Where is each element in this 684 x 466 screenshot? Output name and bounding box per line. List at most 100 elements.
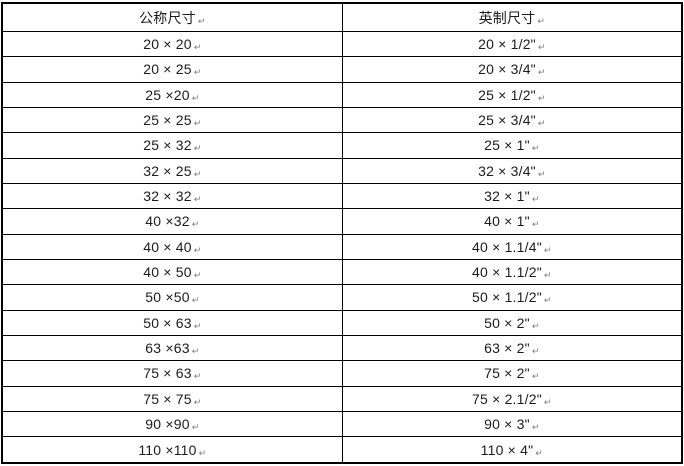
cell-text: 20 × 3/4" — [478, 61, 536, 78]
table-row: 50 ×50 ↵ 50 × 1.1/2" ↵ — [1, 284, 683, 311]
imperial-size-cell: 63 × 2" ↵ — [341, 334, 683, 362]
cell-text: 90 × 3" — [484, 416, 530, 433]
end-of-cell-mark-icon: ↵ — [537, 168, 546, 179]
cell-text: 50 × 1.1/2" — [472, 289, 542, 306]
table-row: 110 ×110 ↵ 110 × 4" ↵ — [1, 436, 683, 464]
cell-text: 63 ×63 — [145, 340, 190, 357]
table-row: 40 × 40 ↵ 40 × 1.1/4" ↵ — [1, 233, 683, 260]
cell-text: 25 × 1" — [484, 137, 530, 154]
end-of-cell-mark-icon: ↵ — [193, 168, 202, 179]
cell-text: 40 × 40 — [143, 238, 192, 255]
end-of-cell-mark-icon: ↵ — [543, 244, 552, 255]
header-cell-nominal-size: 公称尺寸 ↵ — [1, 2, 343, 32]
table-row: 25 × 25 ↵ 25 × 3/4" ↵ — [1, 106, 683, 134]
nominal-size-cell: 75 × 63 ↵ — [1, 360, 343, 387]
header-cell-imperial-size: 英制尺寸 ↵ — [341, 2, 683, 32]
end-of-cell-mark-icon: ↵ — [193, 270, 202, 281]
cell-text: 50 ×50 — [145, 289, 190, 306]
cell-text: 25 × 25 — [143, 112, 192, 129]
cell-text: 40 ×32 — [145, 213, 190, 230]
end-of-cell-mark-icon: ↵ — [531, 143, 540, 154]
cell-text: 110 ×110 — [138, 441, 197, 458]
imperial-size-cell: 40 × 1.1/4" ↵ — [341, 233, 683, 260]
table-row: 32 × 32 ↵ 32 × 1" ↵ — [1, 182, 683, 210]
table-row: 90 ×90 ↵ 90 × 3" ↵ — [1, 410, 683, 438]
end-of-cell-mark-icon: ↵ — [531, 320, 540, 331]
nominal-size-cell: 32 × 32 ↵ — [1, 182, 343, 210]
end-of-cell-mark-icon: ↵ — [537, 67, 546, 78]
end-of-cell-mark-icon: ↵ — [198, 447, 207, 458]
nominal-size-cell: 40 × 40 ↵ — [1, 233, 343, 260]
end-of-cell-mark-icon: ↵ — [193, 143, 202, 154]
cell-text: 25 × 32 — [143, 137, 192, 154]
imperial-size-cell: 32 × 3/4" ↵ — [341, 157, 683, 184]
cell-text: 50 × 2" — [484, 314, 530, 331]
end-of-cell-mark-icon: ↵ — [537, 118, 546, 129]
table-row: 40 × 50 ↵ 40 × 1.1/2" ↵ — [1, 258, 683, 286]
imperial-size-cell: 75 × 2.1/2" ↵ — [341, 385, 683, 412]
imperial-size-cell: 32 × 1" ↵ — [341, 182, 683, 210]
imperial-size-cell: 20 × 3/4" ↵ — [341, 56, 683, 83]
imperial-size-cell: 25 × 1" ↵ — [341, 132, 683, 159]
cell-text: 40 × 1.1/4" — [472, 238, 542, 255]
cell-text: 20 × 1/2" — [478, 36, 536, 53]
end-of-cell-mark-icon: ↵ — [531, 194, 540, 205]
nominal-size-cell: 90 ×90 ↵ — [1, 410, 343, 438]
end-of-cell-mark-icon: ↵ — [537, 15, 545, 26]
end-of-cell-mark-icon: ↵ — [191, 422, 200, 433]
cell-text: 63 × 2" — [484, 340, 530, 357]
end-of-cell-mark-icon: ↵ — [193, 118, 202, 129]
cell-text: 75 × 2.1/2" — [472, 390, 542, 407]
imperial-size-cell: 20 × 1/2" ↵ — [341, 30, 683, 58]
imperial-size-cell: 40 × 1" ↵ — [341, 208, 683, 235]
end-of-cell-mark-icon: ↵ — [191, 219, 200, 230]
cell-text: 32 × 3/4" — [478, 162, 536, 179]
end-of-cell-mark-icon: ↵ — [531, 422, 540, 433]
cell-text: 32 × 25 — [143, 162, 192, 179]
cell-text: 40 × 50 — [143, 264, 192, 281]
table-row: 75 × 75 ↵ 75 × 2.1/2" ↵ — [1, 385, 683, 412]
cell-text: 75 × 63 — [143, 365, 192, 382]
end-of-cell-mark-icon: ↵ — [193, 320, 202, 331]
nominal-size-cell: 50 ×50 ↵ — [1, 284, 343, 311]
imperial-size-cell: 25 × 3/4" ↵ — [341, 106, 683, 134]
header-row: 公称尺寸 ↵ 英制尺寸 ↵ — [1, 2, 683, 32]
table-row: 25 ×20 ↵ 25 × 1/2" ↵ — [1, 81, 683, 108]
cell-text: 40 × 1" — [484, 213, 530, 230]
header-label: 公称尺寸 — [139, 9, 196, 26]
end-of-cell-mark-icon: ↵ — [537, 42, 546, 53]
cell-text: 75 × 75 — [143, 390, 192, 407]
table-row: 20 × 25 ↵ 20 × 3/4" ↵ — [1, 56, 683, 83]
imperial-size-cell: 90 × 3" ↵ — [341, 410, 683, 438]
cell-text: 25 × 3/4" — [478, 112, 536, 129]
end-of-cell-mark-icon: ↵ — [531, 346, 540, 357]
imperial-size-cell: 40 × 1.1/2" ↵ — [341, 258, 683, 286]
end-of-cell-mark-icon: ↵ — [193, 67, 202, 78]
imperial-size-cell: 50 × 1.1/2" ↵ — [341, 284, 683, 311]
table-row: 32 × 25 ↵ 32 × 3/4" ↵ — [1, 157, 683, 184]
nominal-size-cell: 50 × 63 ↵ — [1, 309, 343, 336]
table-row: 75 × 63 ↵ 75 × 2" ↵ — [1, 360, 683, 387]
cell-text: 25 × 1/2" — [478, 86, 536, 103]
end-of-cell-mark-icon: ↵ — [197, 15, 206, 26]
cell-text: 75 × 2" — [484, 365, 530, 382]
table-row: 25 × 32 ↵ 25 × 1" ↵ — [1, 132, 683, 159]
end-of-cell-mark-icon: ↵ — [193, 244, 202, 255]
cell-text: 40 × 1.1/2" — [472, 264, 542, 281]
end-of-cell-mark-icon: ↵ — [531, 219, 540, 230]
cell-text: 50 × 63 — [143, 314, 192, 331]
imperial-size-cell: 110 × 4" ↵ — [341, 436, 683, 464]
nominal-size-cell: 25 × 25 ↵ — [1, 106, 343, 134]
cell-text: 32 × 32 — [143, 188, 192, 205]
end-of-cell-mark-icon: ↵ — [535, 447, 543, 458]
cell-text: 110 × 4" — [480, 441, 534, 458]
nominal-size-cell: 32 × 25 ↵ — [1, 157, 343, 184]
end-of-cell-mark-icon: ↵ — [543, 396, 552, 407]
nominal-size-cell: 20 × 25 ↵ — [1, 56, 343, 83]
end-of-cell-mark-icon: ↵ — [193, 371, 202, 382]
nominal-size-cell: 110 ×110 ↵ — [1, 436, 343, 464]
table-row: 63 ×63 ↵ 63 × 2" ↵ — [1, 334, 683, 362]
cell-text: 25 ×20 — [145, 86, 190, 103]
